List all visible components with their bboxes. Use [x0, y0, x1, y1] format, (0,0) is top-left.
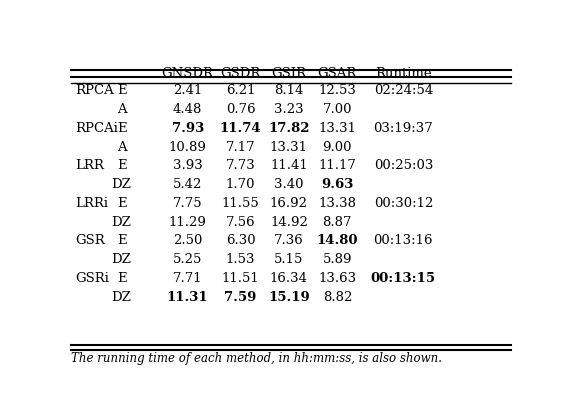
Text: 6.21: 6.21 [225, 84, 255, 97]
Text: 11.31: 11.31 [167, 291, 208, 304]
Text: 13.63: 13.63 [318, 272, 356, 285]
Text: A: A [117, 141, 127, 154]
Text: A: A [117, 103, 127, 116]
Text: 5.25: 5.25 [173, 253, 202, 266]
Text: 7.00: 7.00 [323, 103, 352, 116]
Text: 13.31: 13.31 [270, 141, 308, 154]
Text: 3.40: 3.40 [274, 178, 304, 191]
Text: E: E [117, 159, 127, 172]
Text: LRRi: LRRi [76, 197, 108, 210]
Text: 15.19: 15.19 [268, 291, 310, 304]
Text: 7.59: 7.59 [224, 291, 257, 304]
Text: 8.87: 8.87 [323, 215, 352, 228]
Text: 8.14: 8.14 [274, 84, 303, 97]
Text: 14.80: 14.80 [316, 234, 358, 247]
Text: 7.36: 7.36 [274, 234, 304, 247]
Text: GSAR: GSAR [318, 67, 357, 80]
Text: E: E [117, 234, 127, 247]
Text: 02:24:54: 02:24:54 [374, 84, 433, 97]
Text: 7.73: 7.73 [225, 159, 256, 172]
Text: 7.71: 7.71 [173, 272, 202, 285]
Text: 00:13:16: 00:13:16 [374, 234, 433, 247]
Text: 7.56: 7.56 [225, 215, 255, 228]
Text: GSR: GSR [76, 234, 105, 247]
Text: 00:25:03: 00:25:03 [374, 159, 433, 172]
Text: 13.38: 13.38 [318, 197, 356, 210]
Text: 16.92: 16.92 [270, 197, 308, 210]
Text: E: E [117, 84, 127, 97]
Text: 11.51: 11.51 [222, 272, 260, 285]
Text: 9.00: 9.00 [323, 141, 352, 154]
Text: 03:19:37: 03:19:37 [374, 122, 433, 135]
Text: 1.70: 1.70 [225, 178, 255, 191]
Text: DZ: DZ [112, 291, 132, 304]
Text: 4.48: 4.48 [173, 103, 202, 116]
Text: 11.29: 11.29 [169, 215, 207, 228]
Text: RPCAi: RPCAi [76, 122, 118, 135]
Text: 17.82: 17.82 [268, 122, 310, 135]
Text: GSDR: GSDR [220, 67, 261, 80]
Text: 5.15: 5.15 [274, 253, 303, 266]
Text: 7.93: 7.93 [172, 122, 204, 135]
Text: 3.23: 3.23 [274, 103, 304, 116]
Text: 0.76: 0.76 [225, 103, 255, 116]
Text: 11.55: 11.55 [222, 197, 260, 210]
Text: 2.41: 2.41 [173, 84, 202, 97]
Text: DZ: DZ [112, 253, 132, 266]
Text: 13.31: 13.31 [318, 122, 356, 135]
Text: The running time of each method, in hh:mm:ss, is also shown.: The running time of each method, in hh:m… [71, 352, 442, 365]
Text: 6.30: 6.30 [225, 234, 255, 247]
Text: Runtime: Runtime [375, 67, 432, 80]
Text: 10.89: 10.89 [169, 141, 207, 154]
Text: 7.75: 7.75 [173, 197, 202, 210]
Text: LRR: LRR [76, 159, 105, 172]
Text: 7.17: 7.17 [225, 141, 255, 154]
Text: 11.17: 11.17 [319, 159, 356, 172]
Text: 11.74: 11.74 [220, 122, 261, 135]
Text: 14.92: 14.92 [270, 215, 308, 228]
Text: 12.53: 12.53 [319, 84, 356, 97]
Text: 2.50: 2.50 [173, 234, 202, 247]
Text: 9.63: 9.63 [321, 178, 353, 191]
Text: E: E [117, 197, 127, 210]
Text: GSIR: GSIR [272, 67, 307, 80]
Text: 1.53: 1.53 [225, 253, 255, 266]
Text: E: E [117, 122, 127, 135]
Text: GNSDR: GNSDR [162, 67, 214, 80]
Text: 16.34: 16.34 [270, 272, 308, 285]
Text: 8.82: 8.82 [323, 291, 352, 304]
Text: 11.41: 11.41 [270, 159, 308, 172]
Text: E: E [117, 272, 127, 285]
Text: RPCA: RPCA [76, 84, 114, 97]
Text: 00:30:12: 00:30:12 [374, 197, 433, 210]
Text: GSRi: GSRi [76, 272, 109, 285]
Text: 5.42: 5.42 [173, 178, 202, 191]
Text: DZ: DZ [112, 215, 132, 228]
Text: 00:13:15: 00:13:15 [371, 272, 436, 285]
Text: 3.93: 3.93 [173, 159, 203, 172]
Text: DZ: DZ [112, 178, 132, 191]
Text: 5.89: 5.89 [323, 253, 352, 266]
